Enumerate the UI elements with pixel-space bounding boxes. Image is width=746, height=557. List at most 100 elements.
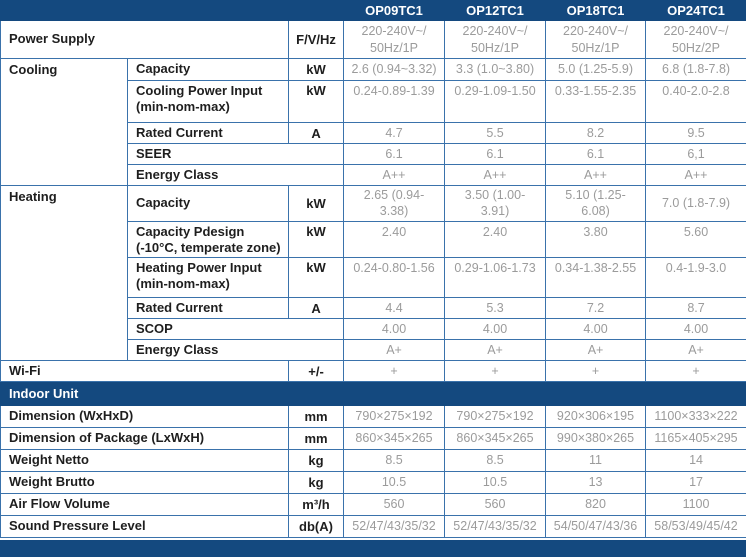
value-cell: 860×345×265	[344, 428, 445, 450]
row-label: Air Flow Volume	[1, 494, 289, 516]
value-cell: 2.40	[445, 221, 546, 258]
value-cell: 0.33-1.55-2.35	[546, 81, 646, 123]
value-cell: 4.7	[344, 123, 445, 144]
value-cell: 560	[344, 494, 445, 516]
value-cell: 52/47/43/35/32	[445, 516, 546, 538]
row-label: Energy Class	[128, 165, 344, 186]
value-cell: 920×306×195	[546, 406, 646, 428]
value-cell: 1165×405×295	[646, 428, 746, 450]
value-cell: 3.50 (1.00-3.91)	[445, 186, 546, 222]
row-wifi: Wi-Fi +/- + + + +	[1, 361, 746, 382]
value-cell: 14	[646, 450, 746, 472]
row-sound-pressure-level: Sound Pressure Level db(A) 52/47/43/35/3…	[1, 516, 746, 538]
group-label-cooling: Cooling	[1, 59, 128, 186]
unit-cell: F/V/Hz	[289, 21, 344, 59]
value-cell: A++	[344, 165, 445, 186]
value-cell: 7.2	[546, 298, 646, 319]
value-cell: A++	[445, 165, 546, 186]
value-cell: 8.5	[445, 450, 546, 472]
value-cell: A++	[546, 165, 646, 186]
row-label: Weight Brutto	[1, 472, 289, 494]
value-cell: 4.00	[646, 319, 746, 340]
row-label: SEER	[128, 144, 344, 165]
value-cell: 560	[445, 494, 546, 516]
row-label: Energy Class	[128, 340, 344, 361]
value-cell: 5.3	[445, 298, 546, 319]
value-cell: 9.5	[646, 123, 746, 144]
value-cell: 0.34-1.38-2.55	[546, 258, 646, 298]
model-header-op12tc1: OP12TC1	[445, 1, 546, 21]
unit-cell: +/-	[289, 361, 344, 382]
model-header-op18tc1: OP18TC1	[546, 1, 646, 21]
row-label: Rated Current	[128, 298, 289, 319]
value-cell: A+	[344, 340, 445, 361]
row-label: Rated Current	[128, 123, 289, 144]
value-cell: A+	[546, 340, 646, 361]
value-cell: 4.00	[344, 319, 445, 340]
value-cell: 6.8 (1.8-7.8)	[646, 59, 746, 81]
value-cell: 2.65 (0.94-3.38)	[344, 186, 445, 222]
value-cell: A++	[646, 165, 746, 186]
unit-cell: kg	[289, 450, 344, 472]
model-header-op24tc1: OP24TC1	[646, 1, 746, 21]
row-cooling-capacity: Cooling Capacity kW 2.6 (0.94~3.32) 3.3 …	[1, 59, 746, 81]
value-cell: 7.0 (1.8-7.9)	[646, 186, 746, 222]
header-corner	[1, 1, 344, 21]
value-cell: 0.29-1.09-1.50	[445, 81, 546, 123]
value-cell: 8.7	[646, 298, 746, 319]
value-cell: 0.4-1.9-3.0	[646, 258, 746, 298]
row-dimension-package: Dimension of Package (LxWxH) mm 860×345×…	[1, 428, 746, 450]
value-cell: 8.5	[344, 450, 445, 472]
value-cell: 6.1	[546, 144, 646, 165]
row-label: SCOP	[128, 319, 344, 340]
value-cell: 11	[546, 450, 646, 472]
value-cell: 5.5	[445, 123, 546, 144]
value-cell: 1100×333×222	[646, 406, 746, 428]
value-cell: 820	[546, 494, 646, 516]
value-cell: 0.24-0.80-1.56	[344, 258, 445, 298]
value-cell: 2.40	[344, 221, 445, 258]
model-header-row: OP09TC1 OP12TC1 OP18TC1 OP24TC1	[1, 1, 746, 21]
unit-cell: kW	[289, 186, 344, 222]
value-cell: 0.40-2.0-2.8	[646, 81, 746, 123]
value-cell: 220-240V~/ 50Hz/1P	[445, 21, 546, 59]
row-label: Heating Power Input (min-nom-max)	[128, 258, 289, 298]
row-label: Capacity	[128, 186, 289, 222]
value-cell: 5.60	[646, 221, 746, 258]
row-label: Dimension (WxHxD)	[1, 406, 289, 428]
value-cell: 0.24-0.89-1.39	[344, 81, 445, 123]
row-label: Dimension of Package (LxWxH)	[1, 428, 289, 450]
value-cell: 4.4	[344, 298, 445, 319]
row-dimension: Dimension (WxHxD) mm 790×275×192 790×275…	[1, 406, 746, 428]
value-cell: 3.3 (1.0~3.80)	[445, 59, 546, 81]
value-cell: 790×275×192	[445, 406, 546, 428]
section-title: Indoor Unit	[1, 382, 746, 406]
value-cell: A+	[445, 340, 546, 361]
value-cell: 10.5	[445, 472, 546, 494]
value-cell: 17	[646, 472, 746, 494]
section-banner-indoor-unit: Indoor Unit	[1, 382, 746, 406]
unit-cell: m³/h	[289, 494, 344, 516]
unit-cell: db(A)	[289, 516, 344, 538]
unit-cell: kW	[289, 221, 344, 258]
row-label: Power Supply	[1, 21, 289, 59]
value-cell: 0.29-1.06-1.73	[445, 258, 546, 298]
value-cell: 10.5	[344, 472, 445, 494]
value-cell: 220-240V~/ 50Hz/1P	[546, 21, 646, 59]
row-label: Capacity Pdesign (-10°C, temperate zone)	[128, 221, 289, 258]
value-cell: 5.0 (1.25-5.9)	[546, 59, 646, 81]
bottom-accent-bar	[0, 540, 746, 557]
value-cell: +	[344, 361, 445, 382]
value-cell: 6,1	[646, 144, 746, 165]
unit-cell: kg	[289, 472, 344, 494]
unit-cell: A	[289, 123, 344, 144]
value-cell: 5.10 (1.25-6.08)	[546, 186, 646, 222]
row-heating-capacity: Heating Capacity kW 2.65 (0.94-3.38) 3.5…	[1, 186, 746, 222]
value-cell: 8.2	[546, 123, 646, 144]
value-cell: 58/53/49/45/42	[646, 516, 746, 538]
group-label-heating: Heating	[1, 186, 128, 361]
unit-cell: kW	[289, 258, 344, 298]
row-weight-brutto: Weight Brutto kg 10.5 10.5 13 17	[1, 472, 746, 494]
value-cell: 2.6 (0.94~3.32)	[344, 59, 445, 81]
value-cell: 4.00	[445, 319, 546, 340]
